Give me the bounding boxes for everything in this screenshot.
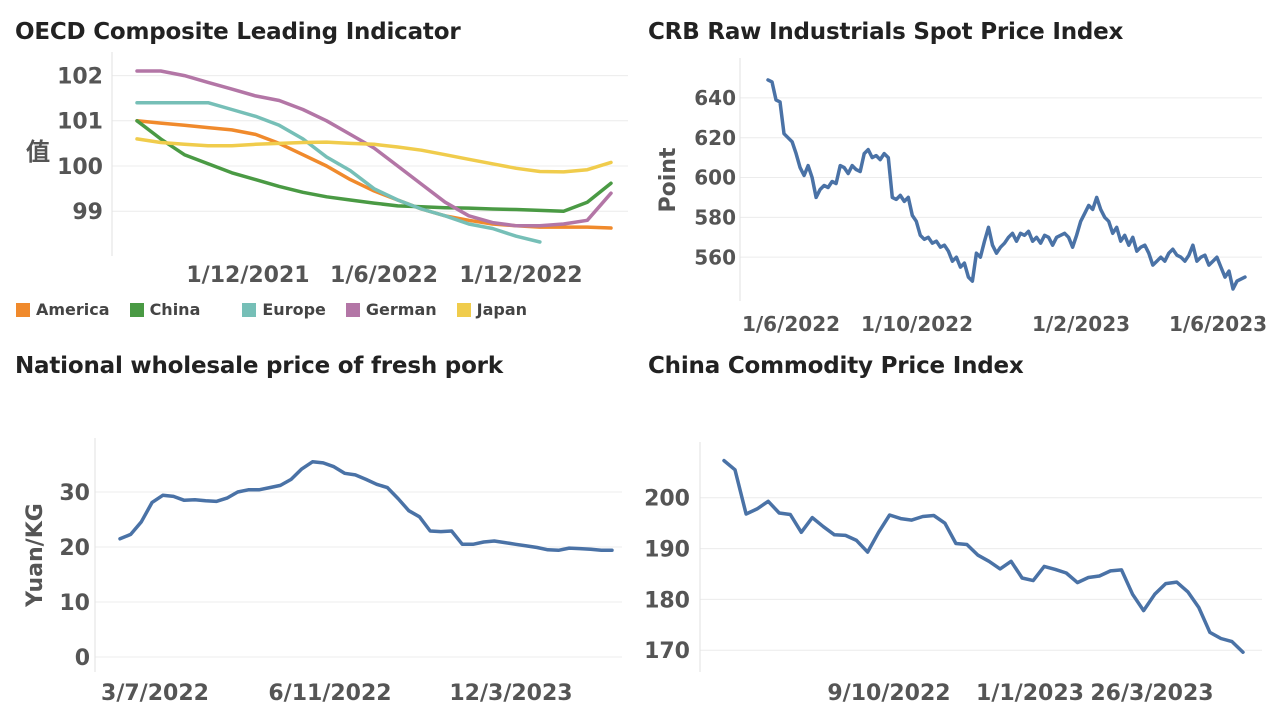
- x-tick-label: 1/12/2021: [186, 263, 309, 288]
- legend-label: America: [36, 300, 110, 319]
- x-tick-label: 12/3/2023: [449, 681, 572, 706]
- x-tick-label: 1/1/2023: [976, 681, 1084, 706]
- y-tick-label: 100: [57, 155, 103, 180]
- y-tick-label: 620: [694, 126, 736, 150]
- y-tick-label: 101: [57, 110, 103, 135]
- series-line: [722, 458, 1245, 654]
- chart-title-oecd: OECD Composite Leading Indicator: [15, 19, 461, 45]
- x-tick-label: 1/10/2022: [861, 312, 973, 336]
- y-tick-label: 99: [72, 200, 103, 225]
- legend-swatch: [129, 302, 144, 317]
- legend-swatch: [242, 302, 257, 317]
- chart-pork: 0 10 20 30 3/7/2022 6/11/2022 12/3/2023 Yuan/KG: [23, 438, 622, 706]
- legend-swatch: [345, 302, 360, 317]
- y-tick-label: 190: [644, 537, 690, 562]
- series-line-japan: [135, 137, 613, 174]
- legend-oecd: America China Europe German Japan: [16, 300, 547, 319]
- series-line-china: [135, 119, 613, 214]
- y-axis-label: Yuan/KG: [23, 503, 48, 608]
- legend-item: Japan: [456, 300, 528, 319]
- y-axis-label: 值: [26, 138, 50, 166]
- y-tick-label: 600: [694, 166, 736, 190]
- legend-item: America: [16, 300, 110, 319]
- legend-swatch: [16, 302, 30, 317]
- legend-item: German: [345, 300, 437, 319]
- chart-title-ccpi: China Commodity Price Index: [648, 353, 1024, 379]
- chart-title-crb: CRB Raw Industrials Spot Price Index: [648, 19, 1124, 45]
- y-tick-label: 560: [694, 245, 736, 269]
- legend-item: China: [129, 300, 201, 319]
- y-tick-label: 180: [644, 588, 690, 613]
- chart-crb: 560 580 600 620 640 1/6/2022 1/10/2022 1/2/2023…: [656, 58, 1267, 336]
- x-tick-label: 6/11/2022: [268, 681, 391, 706]
- x-tick-label: 1/2/2023: [1032, 312, 1130, 336]
- series-line: [118, 460, 614, 553]
- y-tick-label: 30: [59, 481, 90, 506]
- chart-oecd: 99 100 101 102 1/12/2021 1/6/2022 1/12/2022 值: [26, 52, 628, 288]
- x-tick-label: 1/6/2022: [742, 312, 840, 336]
- chart-title-pork: National wholesale price of fresh pork: [15, 353, 503, 379]
- series-line-europe: [135, 100, 542, 244]
- y-tick-label: 0: [75, 646, 90, 671]
- legend-label: China: [149, 300, 201, 319]
- series-line: [766, 78, 1247, 291]
- legend-item: Europe: [242, 300, 326, 319]
- series-line-german: [135, 69, 613, 228]
- y-tick-label: 20: [59, 536, 90, 561]
- y-tick-label: 10: [59, 591, 90, 616]
- legend-label: Europe: [262, 300, 326, 319]
- legend-label: Japan: [476, 300, 528, 319]
- y-tick-label: 580: [694, 206, 736, 230]
- legend-swatch: [456, 302, 471, 317]
- y-tick-label: 640: [694, 86, 736, 110]
- y-tick-label: 200: [644, 487, 690, 512]
- x-tick-label: 26/3/2023: [1090, 681, 1213, 706]
- x-tick-label: 1/6/2022: [330, 263, 438, 288]
- y-axis-label: Point: [656, 147, 681, 212]
- x-tick-label: 3/7/2022: [101, 681, 209, 706]
- x-tick-label: 1/6/2023: [1169, 312, 1267, 336]
- legend-label: German: [365, 300, 437, 319]
- y-tick-label: 170: [644, 639, 690, 664]
- x-tick-label: 1/12/2022: [459, 263, 582, 288]
- x-tick-label: 9/10/2022: [827, 681, 950, 706]
- y-tick-label: 102: [57, 64, 103, 89]
